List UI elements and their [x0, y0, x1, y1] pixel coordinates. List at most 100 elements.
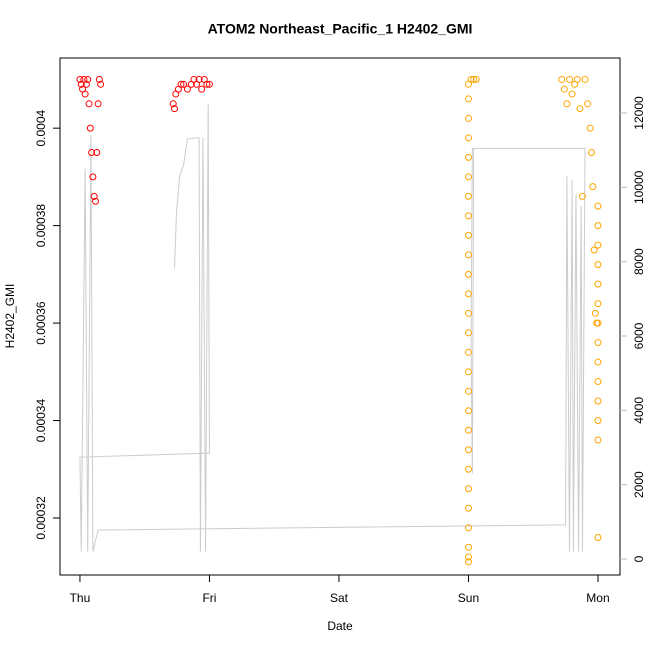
- data-point: [470, 75, 478, 83]
- data-point: [464, 329, 472, 337]
- data-point: [464, 173, 472, 181]
- data-point: [576, 105, 584, 113]
- data-point: [464, 465, 472, 473]
- data-point: [594, 436, 602, 444]
- data-point: [594, 300, 602, 308]
- data-point: [464, 524, 472, 532]
- data-line: [79, 103, 586, 552]
- data-point: [464, 95, 472, 103]
- data-point: [563, 100, 571, 108]
- data-point: [467, 75, 475, 83]
- data-point: [180, 80, 188, 88]
- data-point: [581, 75, 589, 83]
- data-point: [76, 75, 84, 83]
- data-point: [573, 75, 581, 83]
- data-point: [198, 85, 206, 93]
- data-point: [464, 192, 472, 200]
- y-tick-label: 0.00034: [34, 399, 48, 443]
- data-point: [594, 319, 602, 327]
- data-point: [205, 80, 213, 88]
- data-point: [464, 426, 472, 434]
- data-point: [568, 90, 576, 98]
- y2-tick-label: 2000: [632, 471, 646, 498]
- data-point: [82, 80, 90, 88]
- data-point: [464, 348, 472, 356]
- data-point: [464, 368, 472, 376]
- y2-tick-label: 8000: [632, 248, 646, 275]
- y-axis-title: H2402_GMI: [3, 284, 17, 349]
- data-point: [464, 504, 472, 512]
- x-tick-label: Mon: [586, 591, 609, 605]
- data-point: [203, 80, 211, 88]
- data-point: [591, 309, 599, 317]
- data-point: [464, 446, 472, 454]
- x-tick-label: Sat: [330, 591, 349, 605]
- data-point: [464, 543, 472, 551]
- y-tick-label: 0.00036: [34, 301, 48, 345]
- x-tick-label: Sun: [458, 591, 479, 605]
- y2-tick-label: 10000: [632, 170, 646, 204]
- data-point: [183, 85, 191, 93]
- data-point: [89, 173, 97, 181]
- y2-tick-label: 0: [632, 555, 646, 562]
- y-tick-label: 0.00032: [34, 496, 48, 540]
- data-point: [195, 75, 203, 83]
- data-point: [594, 533, 602, 541]
- data-point: [464, 153, 472, 161]
- data-point: [94, 100, 102, 108]
- data-point: [84, 75, 92, 83]
- data-point: [464, 407, 472, 415]
- data-point: [81, 90, 89, 98]
- data-point: [584, 100, 592, 108]
- y2-tick-label: 6000: [632, 322, 646, 349]
- data-point: [464, 114, 472, 122]
- data-point: [95, 75, 103, 83]
- data-point: [464, 251, 472, 259]
- data-point: [472, 75, 480, 83]
- data-point: [589, 183, 597, 191]
- data-point: [464, 290, 472, 298]
- chart-title: ATOM2 Northeast_Pacific_1 H2402_GMI: [208, 21, 473, 37]
- data-point: [464, 553, 472, 561]
- data-point: [594, 378, 602, 386]
- data-point: [560, 85, 568, 93]
- data-point: [590, 246, 598, 254]
- data-point: [594, 339, 602, 347]
- y2-tick-label: 12000: [632, 96, 646, 130]
- data-point: [594, 261, 602, 269]
- data-point: [578, 192, 586, 200]
- data-point: [594, 280, 602, 288]
- data-point: [464, 270, 472, 278]
- x-tick-label: Fri: [202, 591, 216, 605]
- data-point: [91, 197, 99, 205]
- data-point: [464, 558, 472, 566]
- data-point: [588, 149, 596, 157]
- data-point: [88, 149, 96, 157]
- data-point: [594, 358, 602, 366]
- data-point: [169, 100, 177, 108]
- data-point: [97, 80, 105, 88]
- data-point: [594, 202, 602, 210]
- data-point: [464, 134, 472, 142]
- data-point: [558, 75, 566, 83]
- data-point: [464, 212, 472, 220]
- y-tick-label: 0.00038: [34, 204, 48, 248]
- data-point: [594, 241, 602, 249]
- data-point: [86, 124, 94, 132]
- data-point: [464, 309, 472, 317]
- data-point: [464, 387, 472, 395]
- data-point: [93, 149, 101, 157]
- x-axis-title: Date: [327, 619, 353, 633]
- data-point: [594, 397, 602, 405]
- data-point: [85, 100, 93, 108]
- x-tick-label: Thu: [70, 591, 91, 605]
- data-point: [594, 222, 602, 230]
- y-tick-label: 0.0004: [34, 109, 48, 146]
- data-point: [594, 417, 602, 425]
- data-point: [170, 105, 178, 113]
- data-point: [90, 192, 98, 200]
- plot-box: [59, 57, 621, 576]
- data-point: [464, 485, 472, 493]
- data-point: [565, 75, 573, 83]
